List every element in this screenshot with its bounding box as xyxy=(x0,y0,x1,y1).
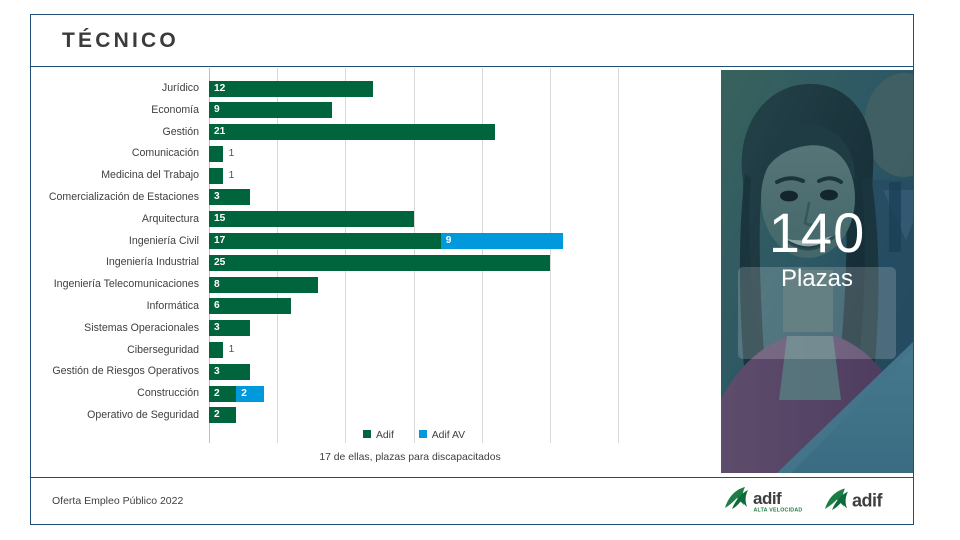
adif-logo[interactable]: adif xyxy=(822,486,902,516)
category-label: Gestión de Riesgos Operativos xyxy=(52,365,199,378)
bar-segment[interactable]: 17 xyxy=(209,233,441,250)
bar-value-label: 1 xyxy=(228,147,235,159)
page-title: TÉCNICO xyxy=(62,29,179,52)
chart-row: Construcción 2 2 xyxy=(30,383,720,405)
bar-segment[interactable]: 6 xyxy=(209,298,291,315)
bar-segment[interactable]: 3 xyxy=(209,363,250,380)
legend-item-adif-av[interactable]: Adif AV xyxy=(418,430,466,441)
chart-row: Ingeniería Industrial 25 xyxy=(30,252,720,274)
legend-swatch-icon xyxy=(418,430,427,439)
bar-segment[interactable]: 9 xyxy=(209,102,332,119)
category-label: Construcción xyxy=(137,387,199,400)
bar-segment[interactable]: 2 xyxy=(209,385,237,402)
chart-row: Medicina del Trabajo 1 xyxy=(30,165,720,187)
bar-segment[interactable] xyxy=(209,167,223,184)
chart-row: Arquitectura 15 xyxy=(30,209,720,231)
chart-row: Operativo de Seguridad 2 xyxy=(30,405,720,427)
legend-item-adif[interactable]: Adif xyxy=(362,430,394,441)
category-label: Gestión xyxy=(162,125,199,138)
bar-segment[interactable]: 12 xyxy=(209,80,373,97)
bar-segment[interactable]: 3 xyxy=(209,320,250,337)
svg-text:adif: adif xyxy=(753,489,782,508)
chart-row: Gestión de Riesgos Operativos 3 xyxy=(30,361,720,383)
category-label: Sistemas Operacionales xyxy=(84,321,199,334)
category-label: Medicina del Trabajo xyxy=(101,169,199,182)
plazas-count: 140 xyxy=(768,201,866,264)
chart-row: Economía 9 xyxy=(30,100,720,122)
bar-segment[interactable]: 2 xyxy=(236,385,264,402)
legend-label: Adif AV xyxy=(431,430,466,441)
bar-segment[interactable]: 3 xyxy=(209,189,250,206)
bar-segment[interactable]: 15 xyxy=(209,211,414,228)
category-label: Operativo de Seguridad xyxy=(87,408,199,421)
photo-panel xyxy=(721,70,913,473)
gridline xyxy=(549,68,551,443)
chart-row: Ingeniería Civil 17 9 xyxy=(30,231,720,253)
bar-segment[interactable]: 21 xyxy=(209,124,496,141)
category-label: Ingeniería Telecomunicaciones xyxy=(53,278,199,291)
svg-text:adif: adif xyxy=(852,491,884,511)
category-label: Economía xyxy=(151,103,199,116)
bar-segment[interactable]: 8 xyxy=(209,276,319,293)
photo-tint-overlay xyxy=(721,70,913,473)
bar-chart: Jurídico 12 Economía 9 Gestión 21 Comunicación… xyxy=(30,68,720,477)
bar-value-label: 1 xyxy=(228,169,235,181)
plazas-label: Plazas xyxy=(780,265,854,292)
chart-row: Ingeniería Telecomunicaciones 8 xyxy=(30,274,720,296)
bar-segment[interactable]: 2 xyxy=(209,407,237,424)
chart-legend: Adif Adif AV xyxy=(209,430,619,441)
category-label: Ingeniería Industrial xyxy=(105,256,199,269)
plazas-badge xyxy=(738,267,896,359)
bar-segment[interactable]: 9 xyxy=(440,233,564,250)
legend-label: Adif xyxy=(375,430,394,441)
chart-footnote: 17 de ellas, plazas para discapacitados xyxy=(319,452,501,463)
chart-row: Jurídico 12 xyxy=(30,78,720,100)
chart-row: Sistemas Operacionales 3 xyxy=(30,318,720,340)
bar-segment[interactable]: 25 xyxy=(209,254,550,271)
legend-swatch-icon xyxy=(362,430,371,439)
category-label: Ingeniería Civil xyxy=(128,234,199,247)
chart-row: Comunicación 1 xyxy=(30,143,720,165)
title-bar xyxy=(30,14,914,67)
chart-row: Informática 6 xyxy=(30,296,720,318)
bar-segment[interactable] xyxy=(209,145,223,162)
adif-alta-velocidad-logo[interactable]: adif ALTA VELOCIDAD xyxy=(722,486,808,516)
category-label: Comunicación xyxy=(131,147,199,160)
chart-row: Ciberseguridad 1 xyxy=(30,340,720,362)
category-label: Arquitectura xyxy=(141,212,199,225)
footer-note: Oferta Empleo Público 2022 xyxy=(52,495,184,507)
chart-row: Comercialización de Estaciones 3 xyxy=(30,187,720,209)
category-label: Ciberseguridad xyxy=(127,343,199,356)
footer-bar xyxy=(30,477,914,525)
bar-value-label: 1 xyxy=(228,344,235,356)
chart-row: Gestión 21 xyxy=(30,122,720,144)
gridline xyxy=(618,68,619,443)
bar-segment[interactable] xyxy=(209,342,223,359)
category-label: Informática xyxy=(146,299,199,312)
category-label: Comercialización de Estaciones xyxy=(48,190,199,203)
chart-rows: Jurídico 12 Economía 9 Gestión 21 Comunicación… xyxy=(30,78,720,427)
category-label: Jurídico xyxy=(161,82,199,94)
svg-text:ALTA VELOCIDAD: ALTA VELOCIDAD xyxy=(754,508,803,514)
